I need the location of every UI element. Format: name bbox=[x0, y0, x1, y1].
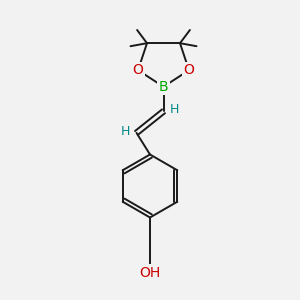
Text: H: H bbox=[120, 125, 130, 138]
Text: O: O bbox=[184, 63, 194, 77]
Text: B: B bbox=[159, 80, 168, 94]
Text: H: H bbox=[170, 103, 180, 116]
Text: OH: OH bbox=[140, 266, 160, 280]
Text: O: O bbox=[133, 63, 143, 77]
